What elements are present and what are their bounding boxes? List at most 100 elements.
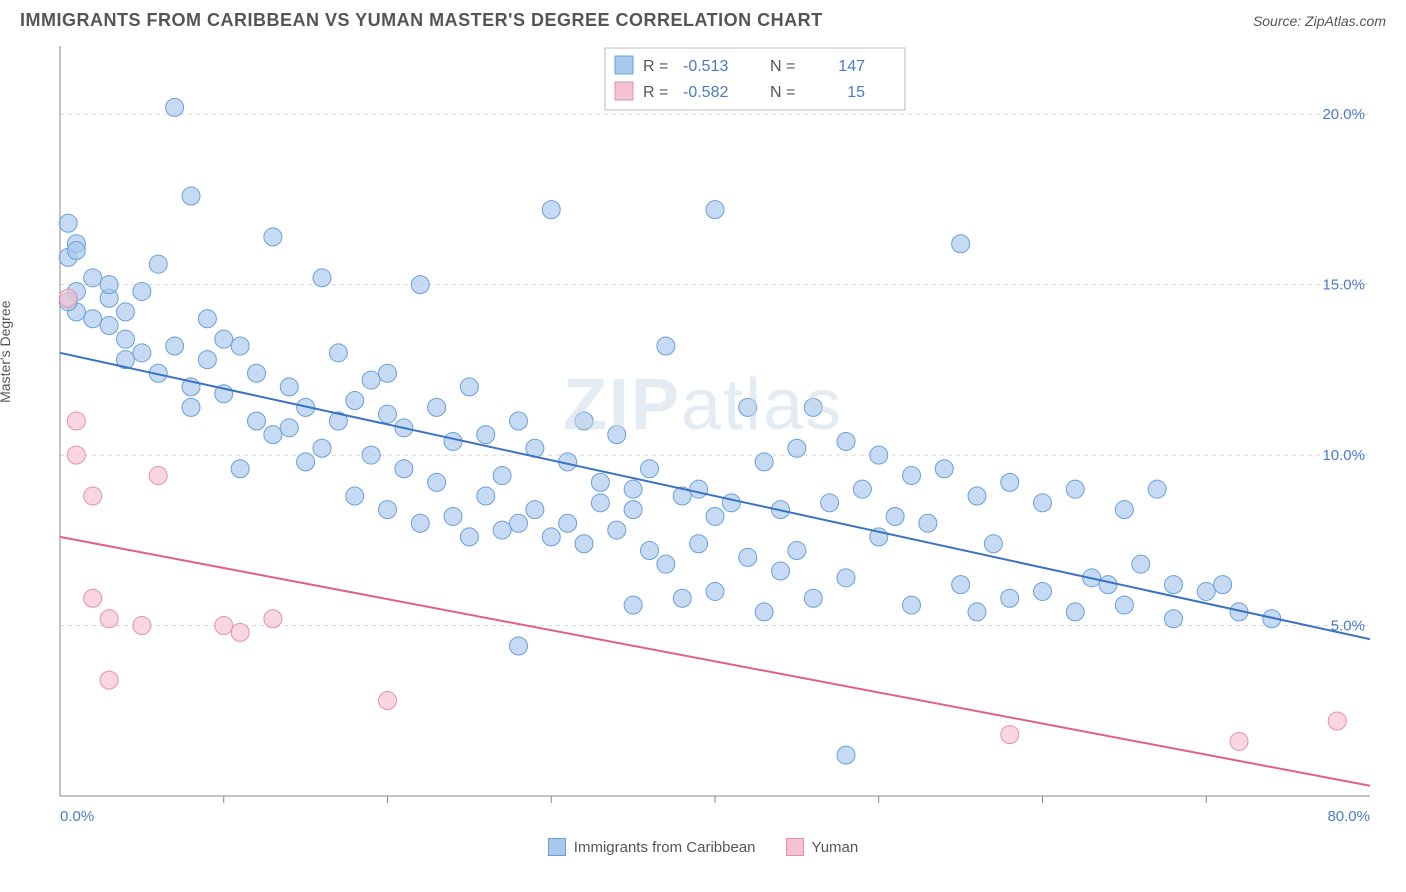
data-point: [1197, 582, 1215, 600]
data-point: [280, 419, 298, 437]
data-point: [133, 344, 151, 362]
data-point: [84, 310, 102, 328]
data-point: [280, 378, 298, 396]
data-point: [608, 521, 626, 539]
corr-N-value: 15: [847, 84, 865, 101]
data-point: [755, 603, 773, 621]
data-point: [804, 589, 822, 607]
data-point: [67, 242, 85, 260]
data-point: [264, 228, 282, 246]
data-point: [493, 521, 511, 539]
data-point: [837, 746, 855, 764]
data-point: [313, 269, 331, 287]
data-point: [362, 446, 380, 464]
y-axis-label: Master's Degree: [0, 301, 13, 403]
data-point: [411, 276, 429, 294]
data-point: [559, 514, 577, 532]
data-point: [641, 542, 659, 560]
data-point: [460, 378, 478, 396]
corr-swatch: [615, 56, 633, 74]
data-point: [935, 460, 953, 478]
data-point: [379, 501, 397, 519]
data-point: [1148, 480, 1166, 498]
data-point: [133, 282, 151, 300]
data-point: [1066, 480, 1084, 498]
data-point: [182, 398, 200, 416]
data-point: [117, 330, 135, 348]
data-point: [149, 255, 167, 273]
data-point: [379, 405, 397, 423]
data-point: [264, 426, 282, 444]
data-point: [215, 617, 233, 635]
data-point: [722, 494, 740, 512]
data-point: [968, 603, 986, 621]
data-point: [329, 344, 347, 362]
data-point: [248, 364, 266, 382]
corr-R-value: -0.513: [683, 58, 728, 75]
data-point: [575, 412, 593, 430]
data-point: [67, 412, 85, 430]
data-point: [84, 487, 102, 505]
data-point: [379, 364, 397, 382]
data-point: [837, 569, 855, 587]
data-point: [772, 562, 790, 580]
data-point: [1328, 712, 1346, 730]
data-point: [1165, 576, 1183, 594]
data-point: [526, 501, 544, 519]
data-point: [706, 507, 724, 525]
data-point: [1066, 603, 1084, 621]
data-point: [264, 610, 282, 628]
data-point: [100, 671, 118, 689]
data-point: [100, 276, 118, 294]
data-point: [1165, 610, 1183, 628]
data-point: [198, 351, 216, 369]
data-point: [67, 446, 85, 464]
corr-R-label: R =: [643, 58, 668, 75]
data-point: [624, 501, 642, 519]
data-point: [903, 467, 921, 485]
data-point: [706, 201, 724, 219]
data-point: [297, 453, 315, 471]
data-point: [624, 596, 642, 614]
data-point: [591, 494, 609, 512]
x-max-label: 80.0%: [1327, 808, 1370, 825]
data-point: [444, 432, 462, 450]
data-point: [870, 446, 888, 464]
data-point: [166, 337, 184, 355]
data-point: [575, 535, 593, 553]
data-point: [428, 473, 446, 491]
data-point: [788, 439, 806, 457]
chart-title: IMMIGRANTS FROM CARIBBEAN VS YUMAN MASTE…: [20, 10, 823, 31]
data-point: [133, 617, 151, 635]
data-point: [542, 528, 560, 546]
data-point: [984, 535, 1002, 553]
trend-line: [60, 537, 1370, 786]
data-point: [1132, 555, 1150, 573]
data-point: [395, 460, 413, 478]
data-point: [853, 480, 871, 498]
data-point: [624, 480, 642, 498]
source-attribution: Source: ZipAtlas.com: [1253, 13, 1386, 29]
data-point: [608, 426, 626, 444]
data-point: [739, 398, 757, 416]
data-point: [542, 201, 560, 219]
legend-item-yuman: Yuman: [786, 838, 859, 856]
data-point: [166, 98, 184, 116]
data-point: [1034, 494, 1052, 512]
legend-swatch: [548, 838, 566, 856]
corr-N-value: 147: [838, 58, 865, 75]
data-point: [510, 514, 528, 532]
data-point: [1001, 726, 1019, 744]
data-point: [1001, 589, 1019, 607]
data-point: [117, 303, 135, 321]
legend-swatch: [786, 838, 804, 856]
data-point: [493, 467, 511, 485]
data-point: [837, 432, 855, 450]
data-point: [411, 514, 429, 532]
data-point: [477, 426, 495, 444]
data-point: [1115, 501, 1133, 519]
data-point: [362, 371, 380, 389]
legend-label: Immigrants from Caribbean: [574, 839, 756, 856]
data-point: [59, 289, 77, 307]
corr-swatch: [615, 82, 633, 100]
